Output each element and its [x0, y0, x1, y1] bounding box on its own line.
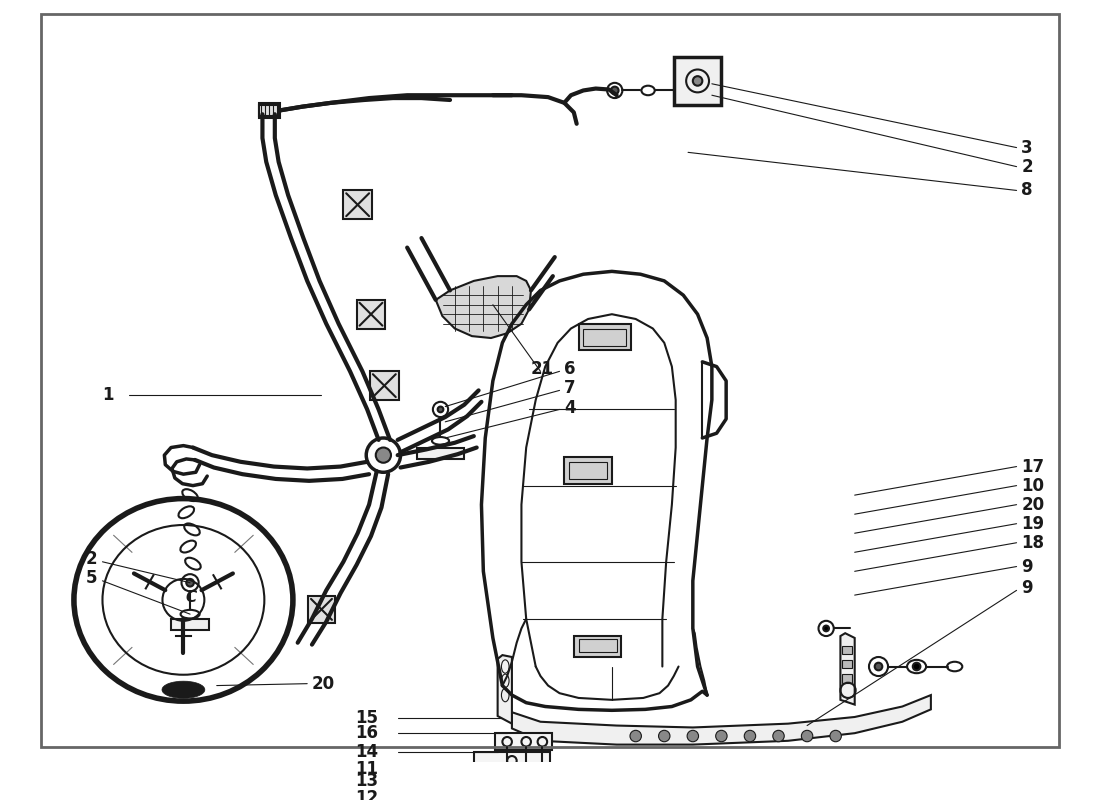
Bar [579, 324, 631, 350]
Bar [474, 752, 550, 770]
Bar [583, 329, 626, 346]
Ellipse shape [162, 681, 205, 698]
Bar [308, 596, 334, 622]
Bar [258, 105, 277, 116]
Text: 7: 7 [564, 379, 576, 398]
Circle shape [186, 579, 194, 586]
Bar [843, 646, 851, 654]
Bar [569, 462, 607, 479]
Text: 20: 20 [1021, 496, 1045, 514]
Text: 8: 8 [1021, 182, 1033, 199]
Text: 9: 9 [1021, 558, 1033, 575]
Bar [454, 770, 540, 784]
Bar [574, 636, 622, 657]
Text: 17: 17 [1021, 458, 1045, 475]
Text: C: C [186, 590, 197, 606]
Circle shape [630, 730, 641, 742]
Bar [258, 103, 279, 118]
Circle shape [829, 730, 842, 742]
Bar [356, 300, 385, 329]
Text: 2: 2 [86, 550, 97, 568]
Bar [170, 619, 209, 630]
Text: 14: 14 [355, 743, 378, 762]
Circle shape [716, 730, 727, 742]
Circle shape [823, 626, 829, 631]
Text: 6: 6 [564, 361, 575, 378]
Text: 4: 4 [564, 398, 576, 417]
Bar [564, 457, 612, 484]
Text: 21: 21 [531, 361, 554, 378]
Bar [370, 371, 398, 400]
Text: 11: 11 [355, 760, 378, 778]
Polygon shape [436, 276, 531, 338]
Circle shape [802, 730, 813, 742]
Circle shape [874, 662, 882, 670]
Text: 13: 13 [355, 772, 378, 790]
Text: 9: 9 [1021, 579, 1033, 598]
Text: 15: 15 [355, 709, 378, 727]
Circle shape [376, 447, 390, 462]
Circle shape [693, 76, 702, 86]
Text: 16: 16 [355, 724, 378, 742]
Circle shape [913, 662, 921, 670]
Circle shape [610, 86, 618, 94]
Polygon shape [512, 695, 931, 745]
Circle shape [438, 406, 443, 412]
Polygon shape [497, 655, 512, 724]
Bar [843, 660, 851, 669]
Text: 10: 10 [1021, 477, 1044, 494]
Circle shape [688, 730, 698, 742]
Bar [343, 190, 372, 219]
Bar [843, 674, 851, 682]
Text: 1: 1 [102, 386, 114, 404]
Text: 5: 5 [86, 569, 97, 587]
Circle shape [745, 730, 756, 742]
Text: 12: 12 [355, 789, 378, 800]
Text: 20: 20 [312, 674, 336, 693]
Bar [417, 447, 464, 459]
Text: 3: 3 [1021, 138, 1033, 157]
Circle shape [773, 730, 784, 742]
Bar [495, 733, 552, 750]
Bar [674, 57, 722, 105]
Bar [579, 639, 617, 652]
Text: 19: 19 [1021, 514, 1045, 533]
Text: 18: 18 [1021, 534, 1044, 552]
Polygon shape [840, 633, 855, 705]
Text: 2: 2 [1021, 158, 1033, 176]
Circle shape [659, 730, 670, 742]
